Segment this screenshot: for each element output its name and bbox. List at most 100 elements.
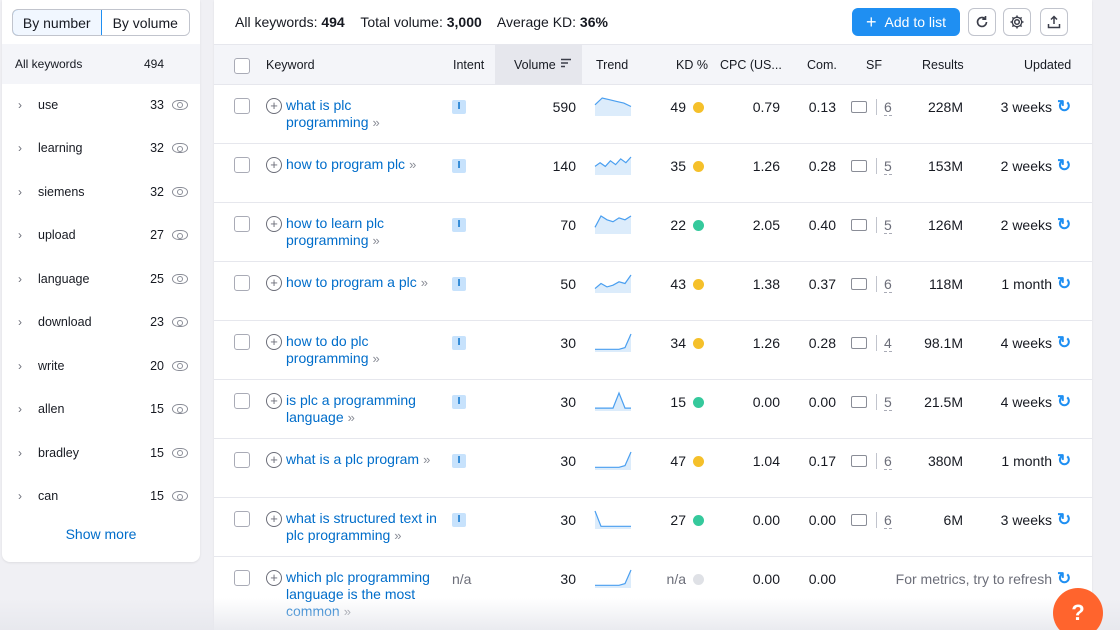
eye-icon[interactable]	[172, 404, 188, 414]
serp-features-icon[interactable]	[851, 337, 867, 349]
keyword-text[interactable]: what is a plc program	[286, 451, 420, 467]
sf-count[interactable]: 4	[884, 335, 892, 352]
keyword-link[interactable]: how to program plc»	[286, 156, 446, 173]
chevron-right-icon[interactable]: ›	[18, 445, 22, 460]
refresh-icon[interactable]: ↻	[1057, 156, 1072, 175]
add-keyword-icon[interactable]: +	[266, 570, 282, 586]
serp-features-icon[interactable]	[851, 160, 867, 172]
chevron-double-right-icon[interactable]: »	[372, 351, 380, 366]
col-cpc[interactable]: CPC (US...	[720, 58, 782, 72]
col-com[interactable]: Com.	[807, 58, 837, 72]
keyword-group-item[interactable]: › write 20	[2, 344, 200, 387]
by-volume-tab[interactable]: By volume	[101, 10, 189, 35]
chevron-double-right-icon[interactable]: »	[372, 115, 380, 130]
keyword-text[interactable]: is plc a programming language	[286, 392, 416, 425]
keyword-link[interactable]: is plc a programming language»	[286, 392, 446, 426]
add-to-list-button[interactable]: + Add to list	[852, 8, 960, 36]
chevron-double-right-icon[interactable]: »	[409, 157, 417, 172]
serp-features-icon[interactable]	[851, 455, 867, 467]
sf-count[interactable]: 5	[884, 217, 892, 234]
serp-features-icon[interactable]	[851, 101, 867, 113]
keyword-link[interactable]: how to learn plc programming»	[286, 215, 446, 249]
refresh-icon[interactable]: ↻	[1057, 333, 1072, 352]
refresh-button[interactable]	[968, 8, 996, 36]
row-checkbox[interactable]	[234, 334, 250, 350]
row-checkbox[interactable]	[234, 452, 250, 468]
row-checkbox[interactable]	[234, 393, 250, 409]
chevron-double-right-icon[interactable]: »	[394, 528, 402, 543]
eye-icon[interactable]	[172, 317, 188, 327]
keyword-text[interactable]: how to program a plc	[286, 274, 417, 290]
eye-icon[interactable]	[172, 143, 188, 153]
serp-features-icon[interactable]	[851, 219, 867, 231]
keyword-text[interactable]: how to program plc	[286, 156, 406, 172]
add-keyword-icon[interactable]: +	[266, 275, 282, 291]
keyword-link[interactable]: how to do plc programming»	[286, 333, 446, 367]
sort-icon[interactable]	[560, 57, 572, 72]
refresh-icon[interactable]: ↻	[1057, 510, 1072, 529]
keyword-group-item[interactable]: › allen 15	[2, 388, 200, 431]
add-keyword-icon[interactable]: +	[266, 393, 282, 409]
refresh-icon[interactable]: ↻	[1057, 97, 1072, 116]
chevron-double-right-icon[interactable]: »	[347, 410, 355, 425]
refresh-icon[interactable]: ↻	[1057, 392, 1072, 411]
chevron-double-right-icon[interactable]: »	[420, 275, 428, 290]
chevron-right-icon[interactable]: ›	[18, 402, 22, 416]
chevron-double-right-icon[interactable]: »	[372, 233, 380, 248]
keyword-link[interactable]: what is a plc program»	[286, 451, 446, 468]
sf-count[interactable]: 6	[884, 276, 892, 293]
row-checkbox[interactable]	[234, 216, 250, 232]
row-checkbox[interactable]	[234, 570, 250, 586]
keyword-link[interactable]: what is structured text in plc programmi…	[286, 510, 446, 544]
add-keyword-icon[interactable]: +	[266, 157, 282, 173]
chevron-right-icon[interactable]: ›	[18, 489, 22, 503]
keyword-group-item[interactable]: › language 25	[2, 257, 200, 300]
chevron-double-right-icon[interactable]: »	[423, 452, 431, 467]
chevron-right-icon[interactable]: ›	[18, 228, 22, 242]
sf-count[interactable]: 5	[884, 394, 892, 411]
add-keyword-icon[interactable]: +	[266, 334, 282, 350]
chevron-right-icon[interactable]: ›	[18, 141, 22, 155]
serp-features-icon[interactable]	[851, 396, 867, 408]
chevron-right-icon[interactable]: ›	[18, 271, 22, 286]
sf-count[interactable]: 5	[884, 158, 892, 175]
eye-icon[interactable]	[172, 491, 188, 501]
keyword-text[interactable]: how to do plc programming	[286, 333, 369, 366]
sf-count[interactable]: 6	[884, 453, 892, 470]
select-all-checkbox[interactable]	[234, 58, 250, 74]
keyword-text[interactable]: what is plc programming	[286, 97, 369, 130]
col-results[interactable]: Results	[922, 58, 964, 72]
eye-icon[interactable]	[172, 186, 188, 197]
chevron-right-icon[interactable]: ›	[18, 358, 22, 373]
keyword-text[interactable]: what is structured text in plc programmi…	[286, 510, 437, 543]
chevron-right-icon[interactable]: ›	[18, 97, 22, 112]
refresh-icon[interactable]: ↻	[1057, 569, 1072, 588]
eye-icon[interactable]	[172, 447, 188, 458]
settings-button[interactable]	[1003, 8, 1031, 36]
keyword-group-item[interactable]: › siemens 32	[2, 170, 200, 213]
chevron-double-right-icon[interactable]: »	[343, 604, 351, 619]
help-button[interactable]: ?	[1053, 588, 1103, 630]
col-kd[interactable]: KD %	[676, 58, 708, 72]
keyword-group-item[interactable]: › use 33	[2, 83, 200, 126]
refresh-icon[interactable]: ↻	[1057, 274, 1072, 293]
col-volume[interactable]: Volume	[514, 58, 556, 72]
keyword-group-item[interactable]: › bradley 15	[2, 431, 200, 474]
serp-features-icon[interactable]	[851, 514, 867, 526]
eye-icon[interactable]	[172, 99, 188, 110]
serp-features-icon[interactable]	[851, 278, 867, 290]
row-checkbox[interactable]	[234, 511, 250, 527]
export-button[interactable]	[1040, 8, 1068, 36]
add-keyword-icon[interactable]: +	[266, 452, 282, 468]
keyword-text[interactable]: how to learn plc programming	[286, 215, 385, 248]
row-checkbox[interactable]	[234, 98, 250, 114]
show-more-link[interactable]: Show more	[65, 526, 137, 542]
refresh-icon[interactable]: ↻	[1057, 451, 1072, 470]
keyword-link[interactable]: how to program a plc»	[286, 274, 446, 291]
col-sf[interactable]: SF	[866, 58, 882, 72]
col-updated[interactable]: Updated	[1024, 58, 1072, 72]
keyword-link[interactable]: what is plc programming»	[286, 97, 446, 131]
all-keywords-group[interactable]: All keywords 494	[2, 44, 200, 84]
keyword-link[interactable]: which plc programming language is the mo…	[286, 569, 446, 620]
col-intent[interactable]: Intent	[453, 58, 485, 72]
